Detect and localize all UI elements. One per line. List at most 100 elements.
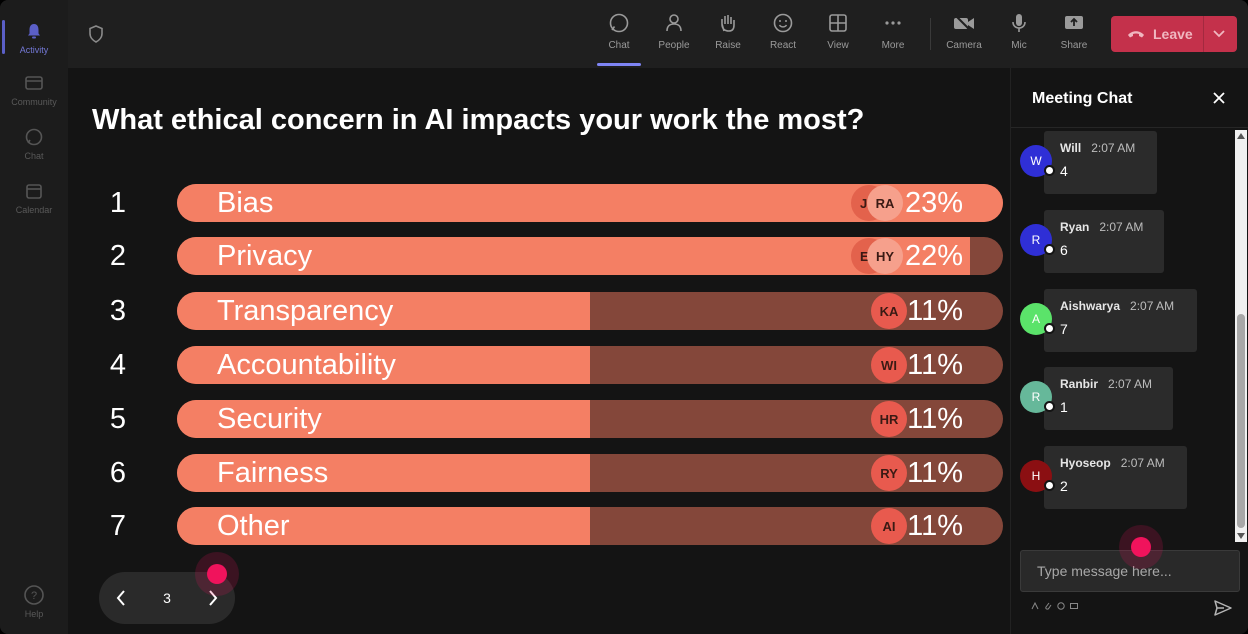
option-bar: Transparency KA 11% [177, 292, 1003, 330]
more-button[interactable]: More [866, 10, 920, 60]
shield-icon[interactable] [86, 24, 106, 44]
chat-scrollbar[interactable] [1235, 130, 1247, 542]
option-number: 1 [109, 187, 127, 219]
sender-avatar[interactable]: R [1020, 224, 1055, 256]
option-percentage: 11% [907, 403, 963, 435]
view-button[interactable]: View [811, 10, 865, 60]
emoji-icon[interactable] [1057, 602, 1065, 610]
message-header: Ryan 2:07 AM [1060, 220, 1148, 234]
pointer-indicator [1131, 537, 1151, 557]
message-bubble: Will 2:07 AM 4 [1044, 131, 1157, 194]
option-number: 2 [109, 240, 127, 272]
voter-avatar: RA [867, 185, 903, 221]
rail-item-help[interactable]: ? Help [0, 576, 68, 626]
chat-icon [606, 10, 632, 36]
option-label: Privacy [217, 240, 313, 272]
message-time: 2:07 AM [1108, 377, 1153, 391]
sender-avatar[interactable]: R [1020, 381, 1055, 413]
format-icon[interactable] [1031, 602, 1039, 610]
voter-avatar: WI [871, 347, 907, 383]
option-bar-fill [177, 292, 590, 330]
poll-option-row: 6 Fairness RY 11% [68, 454, 1010, 492]
camera-button[interactable]: Camera [937, 10, 991, 60]
message-header: Ranbir 2:07 AM [1060, 377, 1157, 391]
poll-option-row: 4 Accountability WI 11% [68, 346, 1010, 384]
close-icon[interactable] [1209, 88, 1229, 108]
more-button-label: More [881, 40, 905, 51]
leave-button[interactable]: Leave [1111, 16, 1237, 52]
chevron-down-icon[interactable] [1204, 30, 1234, 38]
option-bar: Other AI 11% [177, 507, 1003, 545]
poll-option-row: 5 Security HR 11% [68, 400, 1010, 438]
option-label: Transparency [217, 295, 394, 327]
poll-question: What ethical concern in AI impacts your … [92, 104, 865, 136]
attach-icon[interactable] [1044, 602, 1052, 610]
chat-button-label: Chat [608, 40, 630, 51]
chat-button[interactable]: Chat [592, 10, 646, 66]
message-time: 2:07 AM [1120, 456, 1165, 470]
send-icon[interactable] [1213, 598, 1233, 618]
compose-toolbar [1031, 602, 1078, 610]
sender-name: Will [1060, 141, 1082, 155]
presence-status-icon [1044, 165, 1055, 176]
meeting-toolbar: Chat People Raise React View More Camera [68, 0, 1248, 68]
leave-divider [1202, 16, 1204, 52]
grid-icon [825, 10, 851, 36]
share-button[interactable]: Share [1047, 10, 1101, 60]
next-page-button[interactable] [191, 572, 235, 624]
calendar-icon [23, 180, 45, 202]
option-bar-fill [177, 454, 590, 492]
chat-message: Ryan 2:07 AM 6 R [1011, 210, 1231, 274]
rail-item-activity[interactable]: Activity [0, 12, 68, 62]
option-bar: PrivacyEMHY22% [177, 237, 1003, 275]
chat-divider [1011, 127, 1248, 128]
react-button[interactable]: React [756, 10, 810, 60]
message-compose-box[interactable] [1020, 550, 1240, 592]
view-button-label: View [827, 40, 849, 51]
message-input[interactable] [1021, 551, 1239, 591]
share-screen-icon [1061, 10, 1087, 36]
scrollbar-thumb[interactable] [1237, 314, 1245, 528]
option-percentage: 11% [907, 295, 963, 327]
option-percentage: 11% [907, 510, 963, 542]
rail-item-chat[interactable]: Chat [0, 118, 68, 168]
previous-page-button[interactable] [99, 572, 143, 624]
sender-avatar[interactable]: A [1020, 303, 1055, 335]
option-percentage: 11% [907, 457, 963, 489]
sender-avatar[interactable]: W [1020, 145, 1055, 177]
avatar-initial: R [1031, 390, 1041, 404]
rail-item-community[interactable]: Community [0, 64, 68, 114]
scroll-down-icon[interactable] [1237, 532, 1245, 540]
people-button[interactable]: People [647, 10, 701, 60]
camera-button-label: Camera [946, 40, 982, 51]
voter-avatar: HY [867, 238, 903, 274]
message-header: Aishwarya 2:07 AM [1060, 299, 1181, 313]
sender-avatar[interactable]: H [1020, 460, 1055, 492]
raise-hand-button[interactable]: Raise [701, 10, 755, 60]
more-dots-icon [880, 10, 906, 36]
poll-option-row: 2 PrivacyEMHY22% [68, 237, 1010, 275]
rail-label: Calendar [15, 204, 53, 215]
poll-results: What ethical concern in AI impacts your … [68, 68, 1010, 634]
rail-item-calendar[interactable]: Calendar [0, 172, 68, 222]
option-percentage: 11% [907, 349, 963, 381]
option-bar: Security HR 11% [177, 400, 1003, 438]
message-text: 7 [1060, 321, 1068, 337]
mic-button[interactable]: Mic [992, 10, 1046, 60]
option-number: 4 [109, 349, 127, 381]
voter-avatar: RY [871, 455, 907, 491]
scroll-up-icon[interactable] [1237, 132, 1245, 140]
gif-icon[interactable] [1070, 602, 1078, 610]
poll-option-row: 1 BiasJURA23% [68, 184, 1010, 222]
pointer-indicator [207, 564, 227, 584]
chevron-left-icon [116, 590, 125, 606]
message-header: Will 2:07 AM [1060, 141, 1141, 155]
chat-panel-title: Meeting Chat [1032, 90, 1133, 107]
sender-name: Aishwarya [1060, 299, 1121, 313]
option-number: 6 [109, 457, 127, 489]
message-bubble: Hyoseop 2:07 AM 2 [1044, 446, 1187, 509]
chat-message: Hyoseop 2:07 AM 2 H [1011, 446, 1231, 510]
option-bar: BiasJURA23% [177, 184, 1003, 222]
raise-hand-icon [715, 10, 741, 36]
